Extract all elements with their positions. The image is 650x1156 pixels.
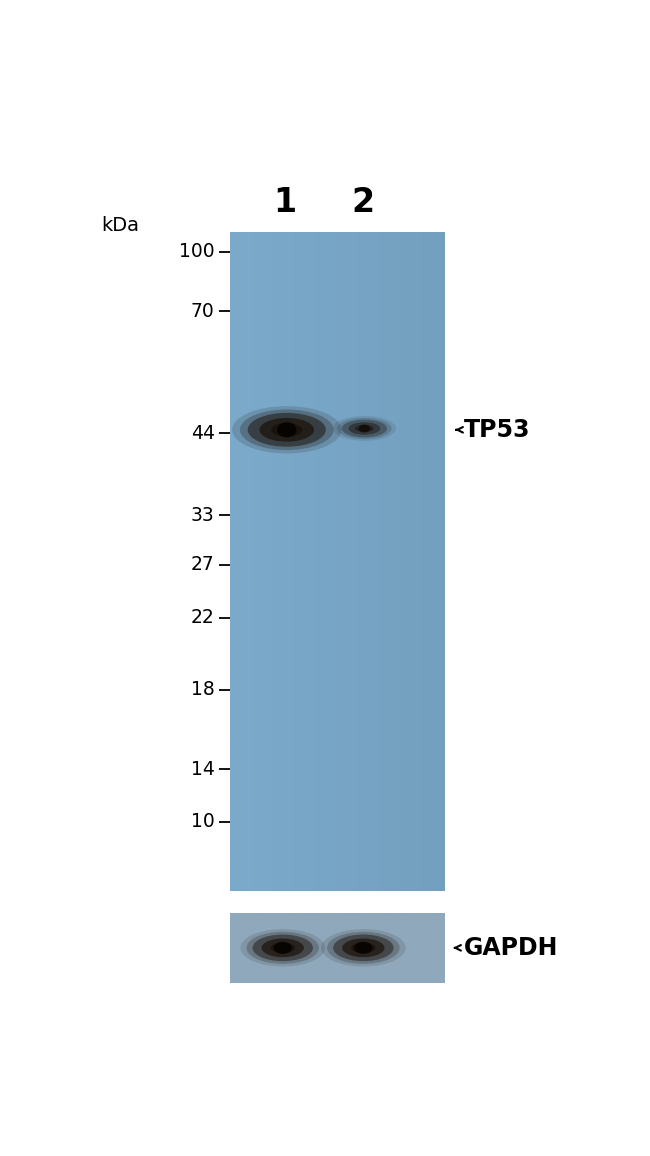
Ellipse shape <box>277 422 296 437</box>
Text: 27: 27 <box>191 555 214 575</box>
Ellipse shape <box>248 413 326 446</box>
Ellipse shape <box>321 929 406 966</box>
Text: 1: 1 <box>274 186 297 218</box>
Text: 22: 22 <box>191 608 214 627</box>
Ellipse shape <box>356 425 373 432</box>
Ellipse shape <box>333 416 396 440</box>
Ellipse shape <box>252 934 313 961</box>
Ellipse shape <box>246 932 319 964</box>
Text: GAPDH: GAPDH <box>464 936 558 959</box>
Ellipse shape <box>274 942 292 954</box>
Ellipse shape <box>333 934 394 961</box>
Ellipse shape <box>271 423 302 437</box>
Ellipse shape <box>342 939 385 957</box>
Text: 2: 2 <box>352 186 375 218</box>
Ellipse shape <box>348 422 380 435</box>
Text: 14: 14 <box>191 759 214 778</box>
Ellipse shape <box>232 406 341 453</box>
Ellipse shape <box>359 424 370 432</box>
Ellipse shape <box>354 942 372 954</box>
Ellipse shape <box>327 932 400 964</box>
Ellipse shape <box>351 942 376 954</box>
Text: kDa: kDa <box>101 216 139 235</box>
Ellipse shape <box>240 929 325 966</box>
Ellipse shape <box>259 418 314 442</box>
Ellipse shape <box>342 420 387 437</box>
Text: 100: 100 <box>179 243 214 261</box>
Text: 33: 33 <box>191 506 214 525</box>
Text: 18: 18 <box>191 681 214 699</box>
Text: 10: 10 <box>191 813 214 831</box>
Text: 44: 44 <box>190 423 214 443</box>
Ellipse shape <box>337 417 391 439</box>
Text: TP53: TP53 <box>464 417 530 442</box>
Ellipse shape <box>261 939 304 957</box>
Ellipse shape <box>240 409 333 450</box>
Text: 70: 70 <box>191 302 214 320</box>
Ellipse shape <box>270 942 295 954</box>
